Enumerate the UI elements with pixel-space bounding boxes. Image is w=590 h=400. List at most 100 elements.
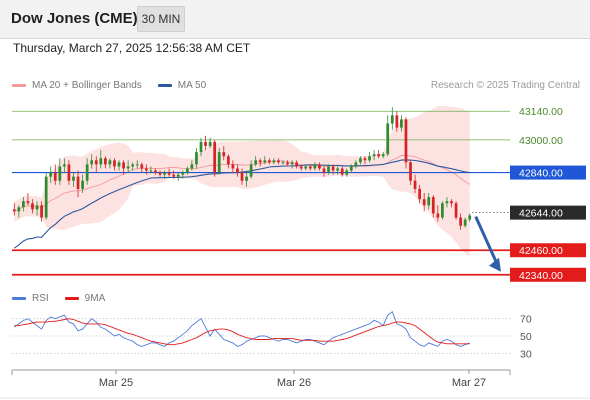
level-label-box-pivot [510,165,586,180]
candle-body [85,164,89,181]
candle-body [240,172,244,181]
candle-body [117,162,121,167]
candle-body [99,158,103,165]
rsi-level-label: 50 [520,331,532,343]
rsi-legend: RSI 9MA [12,293,121,304]
candle-body [395,115,399,128]
rsi-ma-line [14,318,470,346]
legend-item-rsi: RSI [12,293,49,304]
candle-body [167,172,171,175]
level-label-box-support [510,243,586,258]
candle-body [144,168,148,171]
candle-body [44,176,48,218]
candle-body [445,201,449,204]
candle-body [163,172,166,175]
candle-body [217,152,221,173]
level-label-resistance: 43140.00 [519,106,563,118]
legend-label-ma50: MA 50 [177,80,207,91]
candle-body [249,164,253,177]
candle-body [231,164,235,169]
rsi-level-label: 30 [520,348,532,360]
candle-body [185,168,189,173]
candle-body [94,160,98,165]
candle-body [35,205,39,210]
legend-label-rsi: RSI [32,293,49,304]
ma20-line [14,154,470,212]
candle-body [204,141,207,146]
candle-body [154,170,157,173]
candle-body [409,162,412,181]
level-label-resistance: 43000.00 [519,135,563,147]
candle-body [236,168,239,173]
candle-body [450,201,453,204]
candle-body [76,176,80,189]
price-legend: MA 20 + Bollinger Bands MA 50 [12,80,222,91]
candle-body [140,164,144,169]
x-axis-label: Mar 26 [277,377,311,389]
candle-body [17,207,21,212]
candle-body [135,164,139,166]
candle-body [299,166,303,169]
candle-body [400,119,403,128]
candle-body [277,160,280,163]
candle-body [72,176,75,181]
candle-body [158,172,162,175]
candle-body [304,166,308,169]
candle-body [363,158,367,161]
candle-body [267,160,271,163]
candle-body [354,162,358,167]
candle-body [49,172,53,177]
legend-item-bollinger: MA 20 + Bollinger Bands [12,80,142,91]
candle-body [372,154,376,157]
candle-body [113,160,116,167]
timeframe-button[interactable]: 30 MIN [137,6,185,32]
candle-body [368,156,371,161]
rsi-ma-swatch [64,297,79,300]
candle-body [441,203,444,218]
rsi-swatch [12,297,26,300]
candle-body [431,197,435,214]
candle-body [281,162,285,164]
candle-body [390,115,394,124]
candle-body [349,166,353,171]
instrument-title: Dow Jones (CME) [11,10,138,27]
credit-text: Research © 2025 Trading Central [430,80,580,91]
candle-body [181,172,185,175]
candle-body [263,160,267,163]
candle-body [413,180,417,189]
candle-body [81,180,84,189]
level-label-support: 42460.00 [519,245,563,257]
candle-body [149,170,153,172]
legend-label-9ma: 9MA [84,293,106,304]
candle-body [104,158,107,165]
candle-body [172,174,176,177]
bollinger-swatch [12,84,26,87]
candle-body [422,199,426,206]
candle-body [468,215,472,220]
level-label-box-last [510,205,586,220]
candle-body [295,162,299,167]
candle-body [377,154,380,157]
candle-body [67,164,71,181]
candle-body [22,201,25,208]
level-label-box-support [510,267,586,282]
level-label-pivot: 42840.00 [519,168,563,180]
candle-body [427,197,431,206]
candle-body [381,154,385,157]
candle-body [131,164,135,167]
candle-body [322,168,326,173]
candle-body [327,166,330,173]
candle-body [286,162,289,165]
candle-body [176,174,180,177]
candle-body [345,170,349,175]
candle-body [58,166,62,181]
candle-body [122,162,125,169]
forecast-arrow-shaft [474,216,499,265]
candle-body [331,166,335,171]
candle-body [340,168,344,175]
candle-body [126,166,130,169]
candle-body [213,141,217,173]
candle-body [272,160,276,163]
candle-body [208,141,212,146]
